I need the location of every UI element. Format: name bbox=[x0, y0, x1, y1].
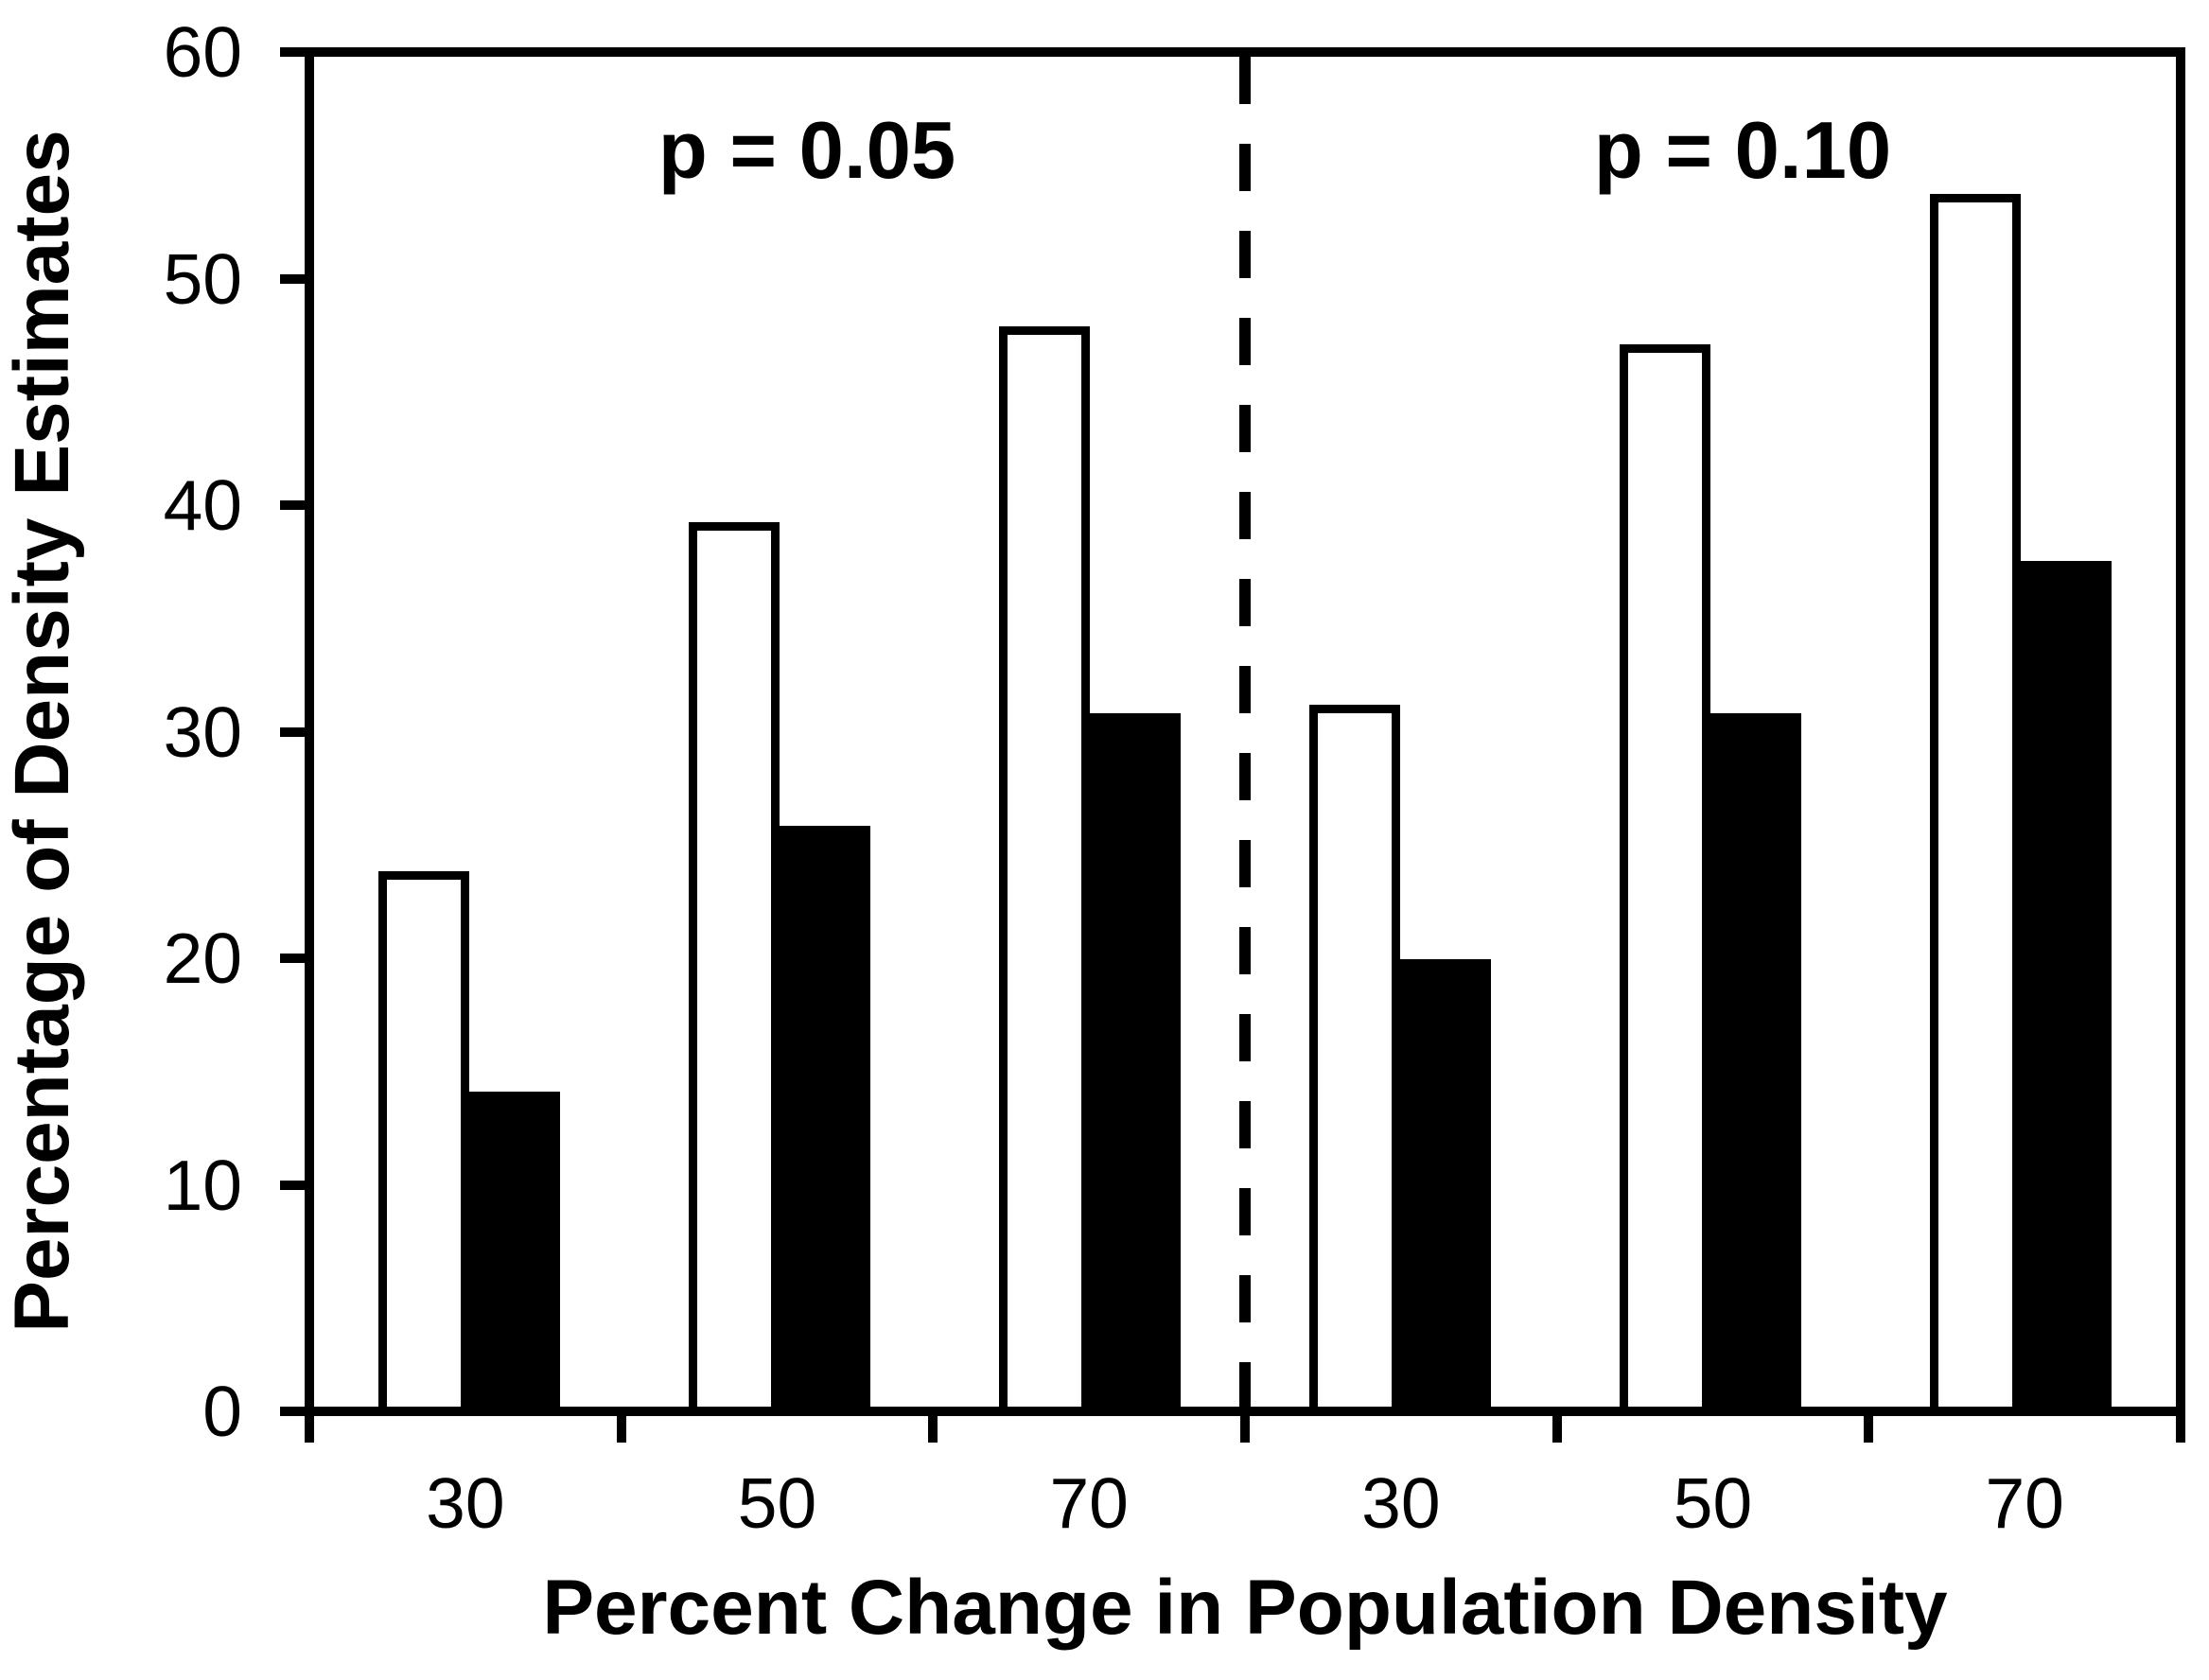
filled-bar-0.10-50 bbox=[1710, 713, 1801, 1407]
panel-separator-dashed-line bbox=[1239, 57, 1251, 1407]
x-tick bbox=[928, 1416, 938, 1443]
panel-label-p010: p = 0.10 bbox=[1593, 106, 1892, 196]
y-tick bbox=[280, 500, 305, 510]
y-tick bbox=[280, 1180, 305, 1190]
open-bar-0.10-30 bbox=[1309, 705, 1400, 1407]
x-tick bbox=[1864, 1416, 1874, 1443]
open-bar-0.05-50 bbox=[689, 522, 780, 1407]
filled-bar-0.05-50 bbox=[780, 826, 870, 1407]
filled-bar-0.10-30 bbox=[1400, 959, 1491, 1407]
filled-bar-0.10-70 bbox=[2021, 561, 2112, 1407]
bars-layer bbox=[314, 57, 2176, 1407]
y-tick-label: 40 bbox=[163, 465, 242, 545]
x-tick-label: 70 bbox=[1049, 1463, 1129, 1543]
x-tick-label: 50 bbox=[737, 1463, 817, 1543]
open-bar-0.10-70 bbox=[1930, 194, 2021, 1407]
y-tick-label: 20 bbox=[163, 919, 242, 998]
open-bar-0.05-30 bbox=[378, 871, 469, 1407]
x-tick bbox=[616, 1416, 626, 1443]
x-axis-title: Percent Change in Population Density bbox=[542, 1565, 1948, 1651]
y-tick-label: 60 bbox=[163, 12, 242, 92]
y-tick bbox=[280, 726, 305, 737]
y-tick-label: 50 bbox=[163, 238, 242, 319]
filled-bar-0.05-70 bbox=[1090, 713, 1181, 1407]
plot-area bbox=[305, 47, 2185, 1416]
y-tick bbox=[280, 273, 305, 284]
y-tick bbox=[280, 47, 305, 57]
panel-label-p005: p = 0.05 bbox=[657, 106, 956, 196]
y-tick-label: 0 bbox=[202, 1372, 242, 1451]
filled-bar-0.05-30 bbox=[469, 1092, 560, 1407]
y-tick-label: 30 bbox=[163, 691, 242, 772]
y-tick-label: 10 bbox=[163, 1145, 242, 1225]
y-tick bbox=[280, 954, 305, 963]
x-tick bbox=[2176, 1416, 2185, 1443]
y-tick bbox=[280, 1407, 305, 1416]
x-tick bbox=[1552, 1416, 1562, 1443]
x-tick-label: 30 bbox=[1361, 1463, 1441, 1543]
x-tick-label: 70 bbox=[1985, 1463, 2064, 1543]
x-tick-label: 30 bbox=[426, 1463, 505, 1543]
x-tick-label: 50 bbox=[1673, 1463, 1753, 1543]
x-tick bbox=[1240, 1416, 1250, 1443]
open-bar-0.05-70 bbox=[999, 326, 1090, 1407]
open-bar-0.10-50 bbox=[1620, 344, 1710, 1407]
x-tick bbox=[305, 1416, 314, 1443]
